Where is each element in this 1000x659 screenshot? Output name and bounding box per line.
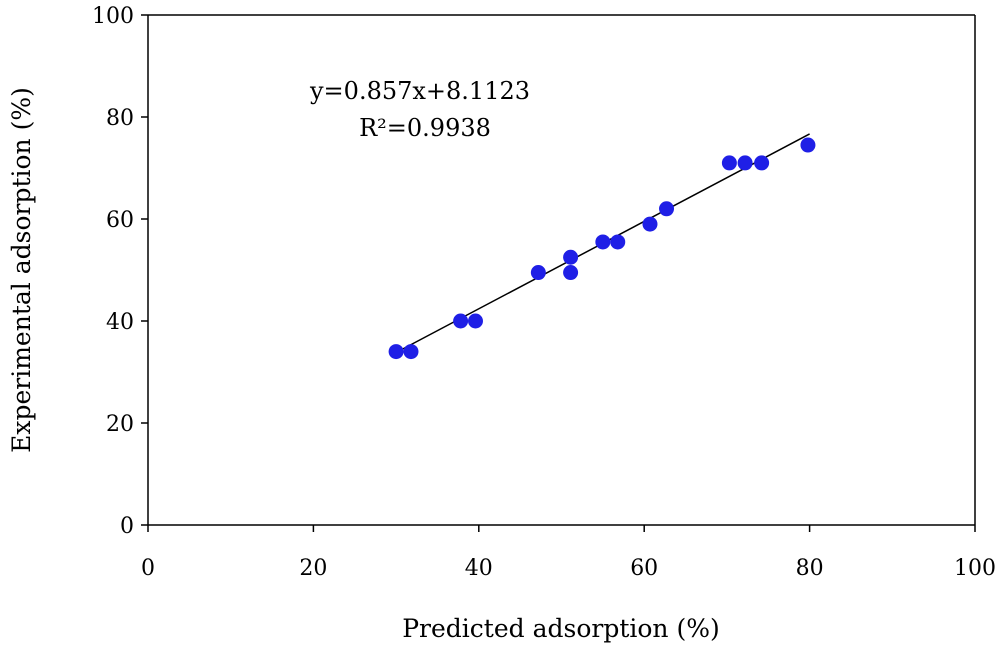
data-points	[388, 137, 816, 360]
y-tick-label: 100	[92, 4, 134, 29]
data-point	[610, 234, 626, 250]
x-tick-label: 60	[630, 556, 658, 581]
x-tick-label: 100	[954, 556, 996, 581]
r-squared-annotation: R²=0.9938	[359, 114, 491, 142]
data-point	[403, 344, 419, 360]
y-tick-label: 60	[106, 208, 134, 233]
data-point	[563, 265, 579, 281]
data-point	[659, 201, 675, 217]
data-point	[467, 313, 483, 329]
x-tick-label: 80	[796, 556, 824, 581]
data-point	[530, 265, 546, 281]
data-point	[642, 216, 658, 232]
data-point	[563, 249, 579, 265]
x-tick-label: 20	[299, 556, 327, 581]
plot-frame	[147, 14, 976, 526]
data-point	[721, 155, 737, 171]
equation-annotation: y=0.857x+8.1123	[309, 77, 530, 105]
y-tick-label: 40	[106, 310, 134, 335]
x-axis-title: Predicted adsorption (%)	[402, 614, 720, 643]
y-tick-label: 0	[120, 514, 134, 539]
x-tick-label: 0	[141, 556, 155, 581]
x-ticks: 0 20 40 60 80 100	[141, 525, 996, 581]
data-point	[453, 313, 469, 329]
x-tick-label: 40	[465, 556, 493, 581]
data-point	[800, 137, 816, 153]
y-tick-label: 20	[106, 412, 134, 437]
y-axis-title: Experimental adsorption (%)	[7, 87, 36, 453]
y-ticks: 0 20 40 60 80 100	[92, 4, 148, 539]
data-point	[737, 155, 753, 171]
data-point	[754, 155, 770, 171]
y-tick-label: 80	[106, 106, 134, 131]
data-point	[388, 344, 404, 360]
data-point	[595, 234, 611, 250]
